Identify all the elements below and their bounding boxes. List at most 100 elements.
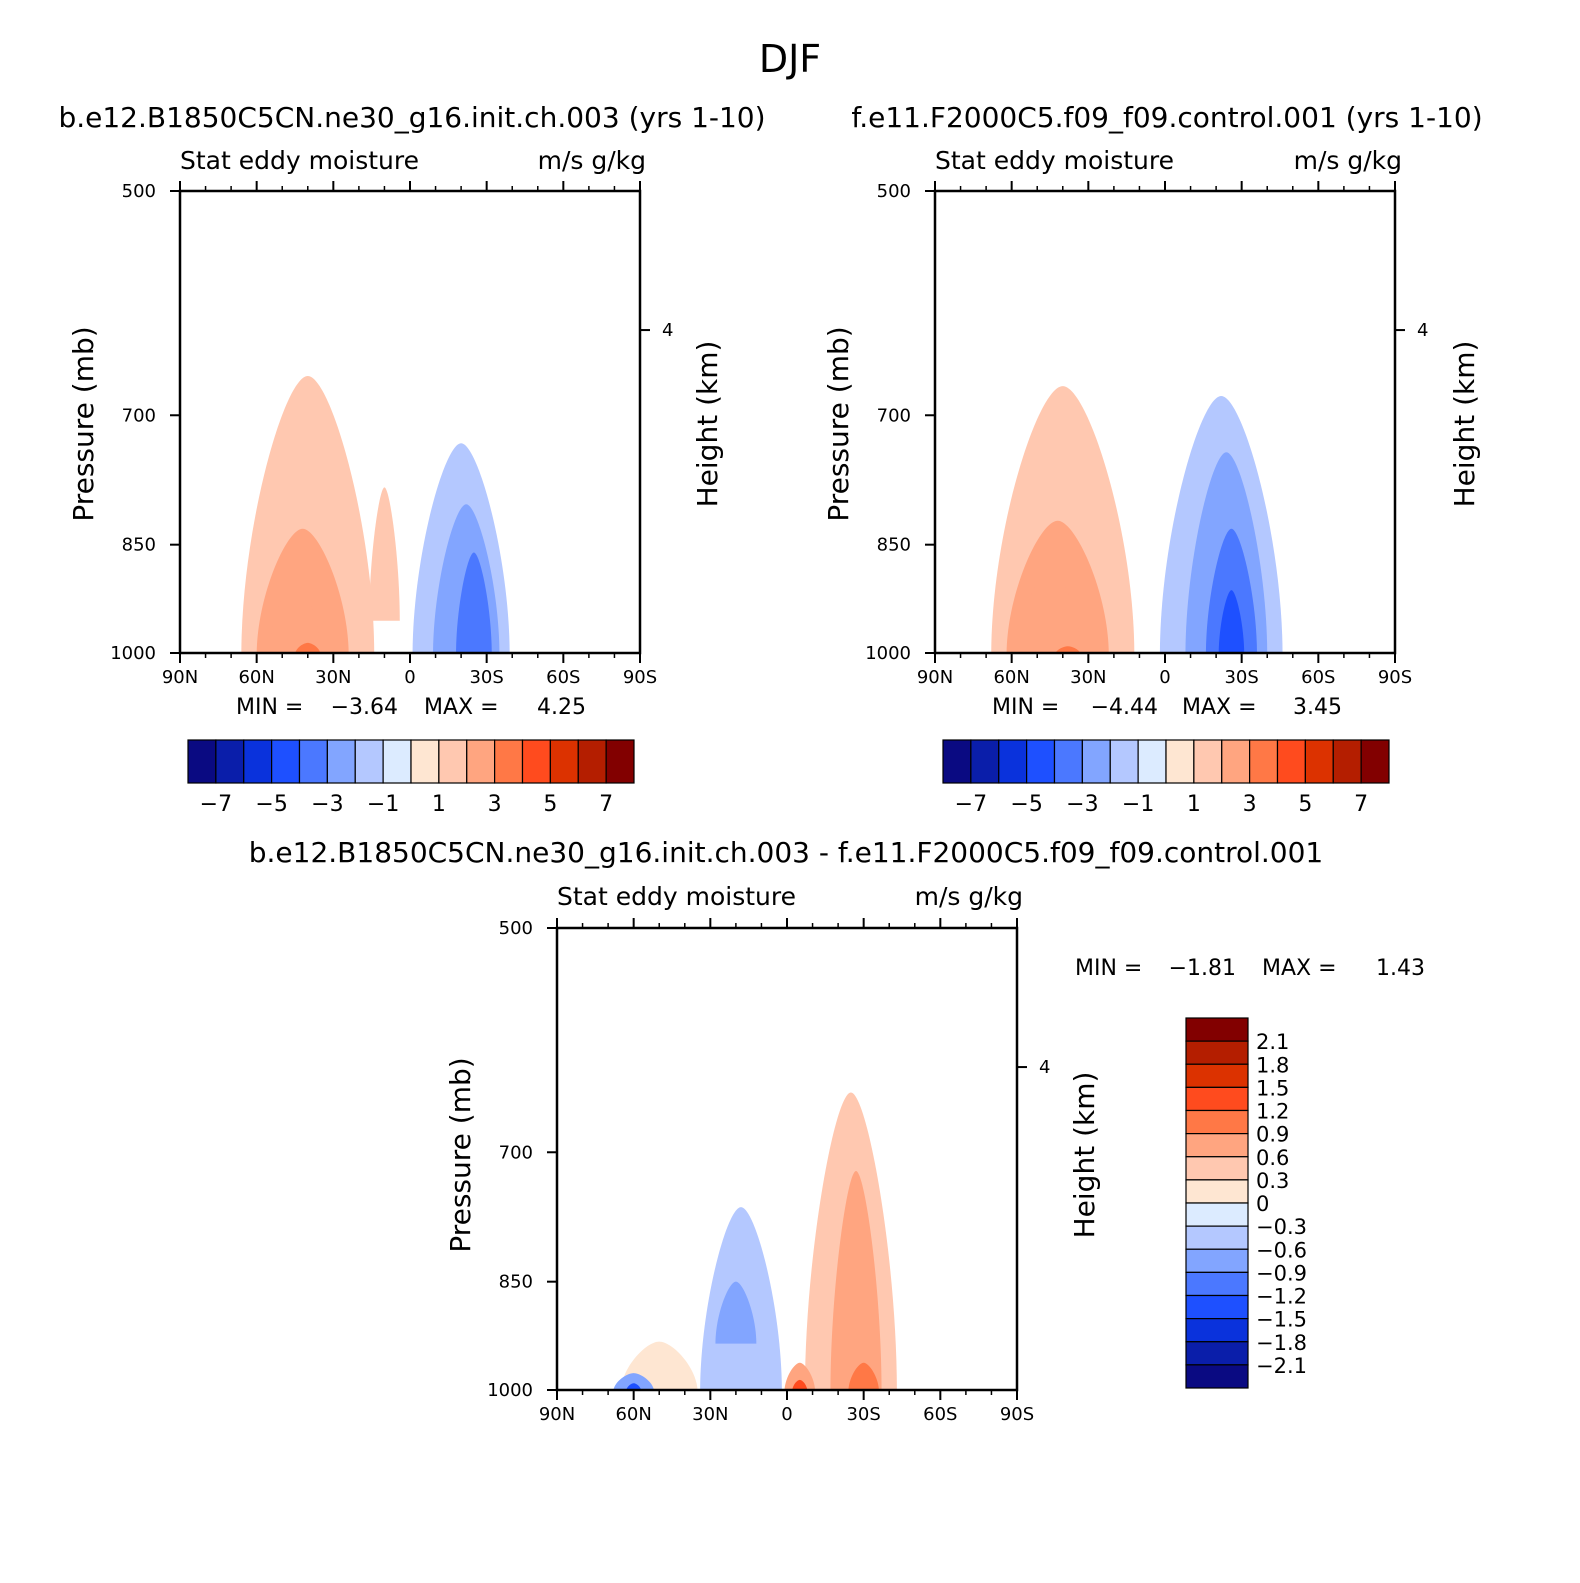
panel-3-title: b.e12.B1850C5CN.ne30_g16.init.ch.003 - f… xyxy=(249,836,1324,869)
colorbar-box xyxy=(187,739,217,784)
panel-2-ylabel: Pressure (mb) xyxy=(822,326,855,521)
panel-1-min-label: MIN = xyxy=(236,695,303,720)
x-tick-label: 30N xyxy=(315,667,351,688)
x-tick-label: 30N xyxy=(1070,667,1106,688)
colorbar-box xyxy=(1185,1133,1249,1158)
y-tick-label: 500 xyxy=(877,181,911,202)
colorbar-box xyxy=(1276,739,1306,784)
colorbar-label: −5 xyxy=(255,792,287,817)
colorbar-label: −1 xyxy=(1122,792,1154,817)
colorbar-box xyxy=(215,739,245,784)
colorbar-box xyxy=(970,739,1000,784)
figure-title: DJF xyxy=(759,37,821,81)
panel-2-max-label: MAX = xyxy=(1182,695,1257,720)
colorbar-label: −0.9 xyxy=(1256,1261,1307,1285)
colorbar-box xyxy=(466,739,496,784)
colorbar-label: 1 xyxy=(432,792,446,817)
colorbar-label: 0.3 xyxy=(1256,1169,1289,1193)
colorbar-box xyxy=(1304,739,1334,784)
y-tick-label: 1000 xyxy=(487,1380,533,1401)
colorbar-label: 0 xyxy=(1256,1192,1269,1216)
y-tick-label: 850 xyxy=(877,535,911,556)
panel-3-max-value: 1.43 xyxy=(1376,956,1425,981)
panel-1-colorbar: −7 −5 −3 −1 1 3 5 7 xyxy=(187,739,635,817)
y-right-tick-label: 4 xyxy=(1039,1057,1050,1078)
p1-contour-fill xyxy=(241,376,510,653)
colorbar-box xyxy=(1185,1086,1249,1112)
x-tick-label: 0 xyxy=(781,1404,792,1425)
colorbar-label: 1.2 xyxy=(1256,1100,1289,1124)
colorbar-label: 7 xyxy=(1354,792,1368,817)
colorbar-box xyxy=(1185,1271,1249,1297)
p3-contour-fill xyxy=(613,1092,897,1390)
panel-2-min-value: −4.44 xyxy=(1091,695,1158,720)
colorbar-box xyxy=(494,739,524,784)
colorbar-box xyxy=(1332,739,1362,784)
x-tick-label: 30S xyxy=(1224,667,1258,688)
colorbar-box xyxy=(1185,1202,1249,1227)
y-right-tick-label: 4 xyxy=(662,320,673,341)
panel-1-ylabel-right: Height (km) xyxy=(691,341,724,508)
y-tick-label: 850 xyxy=(499,1272,533,1293)
panel-3-subtitle-right: m/s g/kg xyxy=(915,882,1023,911)
contour-region xyxy=(269,582,321,653)
panel-3-ylabel: Pressure (mb) xyxy=(444,1057,477,1252)
colorbar-label: 5 xyxy=(543,792,557,817)
colorbar-label: −1.8 xyxy=(1256,1331,1307,1355)
panel-3-plot-area xyxy=(613,1092,897,1390)
panel-2: f.e11.F2000C5.f09_f09.control.001 (yrs 1… xyxy=(822,101,1483,817)
colorbar-label: −7 xyxy=(955,792,987,817)
y-right-tick-label: 4 xyxy=(1417,320,1428,341)
panel-3: b.e12.B1850C5CN.ne30_g16.init.ch.003 - f… xyxy=(249,836,1425,1425)
colorbar-label: 1 xyxy=(1187,792,1201,817)
colorbar-box xyxy=(1249,739,1279,784)
panel-2-ylabel-right: Height (km) xyxy=(1448,341,1481,508)
y-tick-label: 500 xyxy=(122,181,156,202)
colorbar-box xyxy=(1137,739,1167,784)
contour-region xyxy=(830,1171,882,1390)
panel-2-axes: 90N 60N 30N 0 30S 60S 90S 500 700 850 1000 4 xyxy=(865,181,1428,688)
colorbar-label: −3 xyxy=(1066,792,1098,817)
panel-3-ylabel-right: Height (km) xyxy=(1068,1072,1101,1239)
colorbar-label: 3 xyxy=(1243,792,1257,817)
colorbar-box xyxy=(1193,739,1223,784)
colorbar-label: −0.3 xyxy=(1256,1215,1307,1239)
panel-1-subtitle-right: m/s g/kg xyxy=(538,146,646,175)
panel-3-min-value: −1.81 xyxy=(1169,956,1236,981)
plot-frame xyxy=(555,926,1019,1392)
colorbar-box xyxy=(1185,1109,1249,1135)
panel-3-subtitle-left: Stat eddy moisture xyxy=(557,882,796,911)
colorbar-label: 0.9 xyxy=(1256,1123,1289,1147)
x-tick-label: 90S xyxy=(1378,667,1412,688)
colorbar-box xyxy=(1185,1040,1249,1065)
colorbar-box xyxy=(1185,1341,1249,1366)
colorbar-label: 1.5 xyxy=(1256,1076,1289,1100)
y-tick-label: 700 xyxy=(499,1142,533,1163)
colorbar-label: −1 xyxy=(367,792,399,817)
colorbar-label: 2.1 xyxy=(1256,1030,1289,1054)
x-tick-label: 60N xyxy=(238,667,274,688)
x-tick-label: 30N xyxy=(692,1404,728,1425)
colorbar-label: −5 xyxy=(1010,792,1042,817)
panel-3-colorbar: 2.11.81.51.20.90.60.30−0.3−0.6−0.9−1.2−1… xyxy=(1185,1017,1307,1389)
colorbar-box xyxy=(521,739,551,784)
colorbar-label: 7 xyxy=(599,792,613,817)
contour-region xyxy=(456,552,492,653)
colorbar-box xyxy=(298,739,328,784)
panel-1-max-value: 4.25 xyxy=(537,695,586,720)
colorbar-box xyxy=(382,739,412,784)
colorbar-box xyxy=(271,739,301,784)
colorbar-label: 5 xyxy=(1298,792,1312,817)
colorbar-box xyxy=(1185,1156,1249,1181)
contour-region xyxy=(613,1373,654,1390)
y-tick-label: 1000 xyxy=(865,643,911,664)
panel-3-axes: 90N 60N 30N 0 30S 60S 90S 500 700 850 1000 4 xyxy=(487,918,1050,1425)
x-tick-label: 60N xyxy=(993,667,1029,688)
y-tick-label: 1000 xyxy=(110,643,156,664)
y-tick-label: 500 xyxy=(499,918,533,939)
colorbar-box xyxy=(1185,1063,1249,1088)
panel-1-max-label: MAX = xyxy=(424,695,499,720)
x-tick-label: 0 xyxy=(1159,667,1170,688)
contour-region xyxy=(715,1281,757,1344)
